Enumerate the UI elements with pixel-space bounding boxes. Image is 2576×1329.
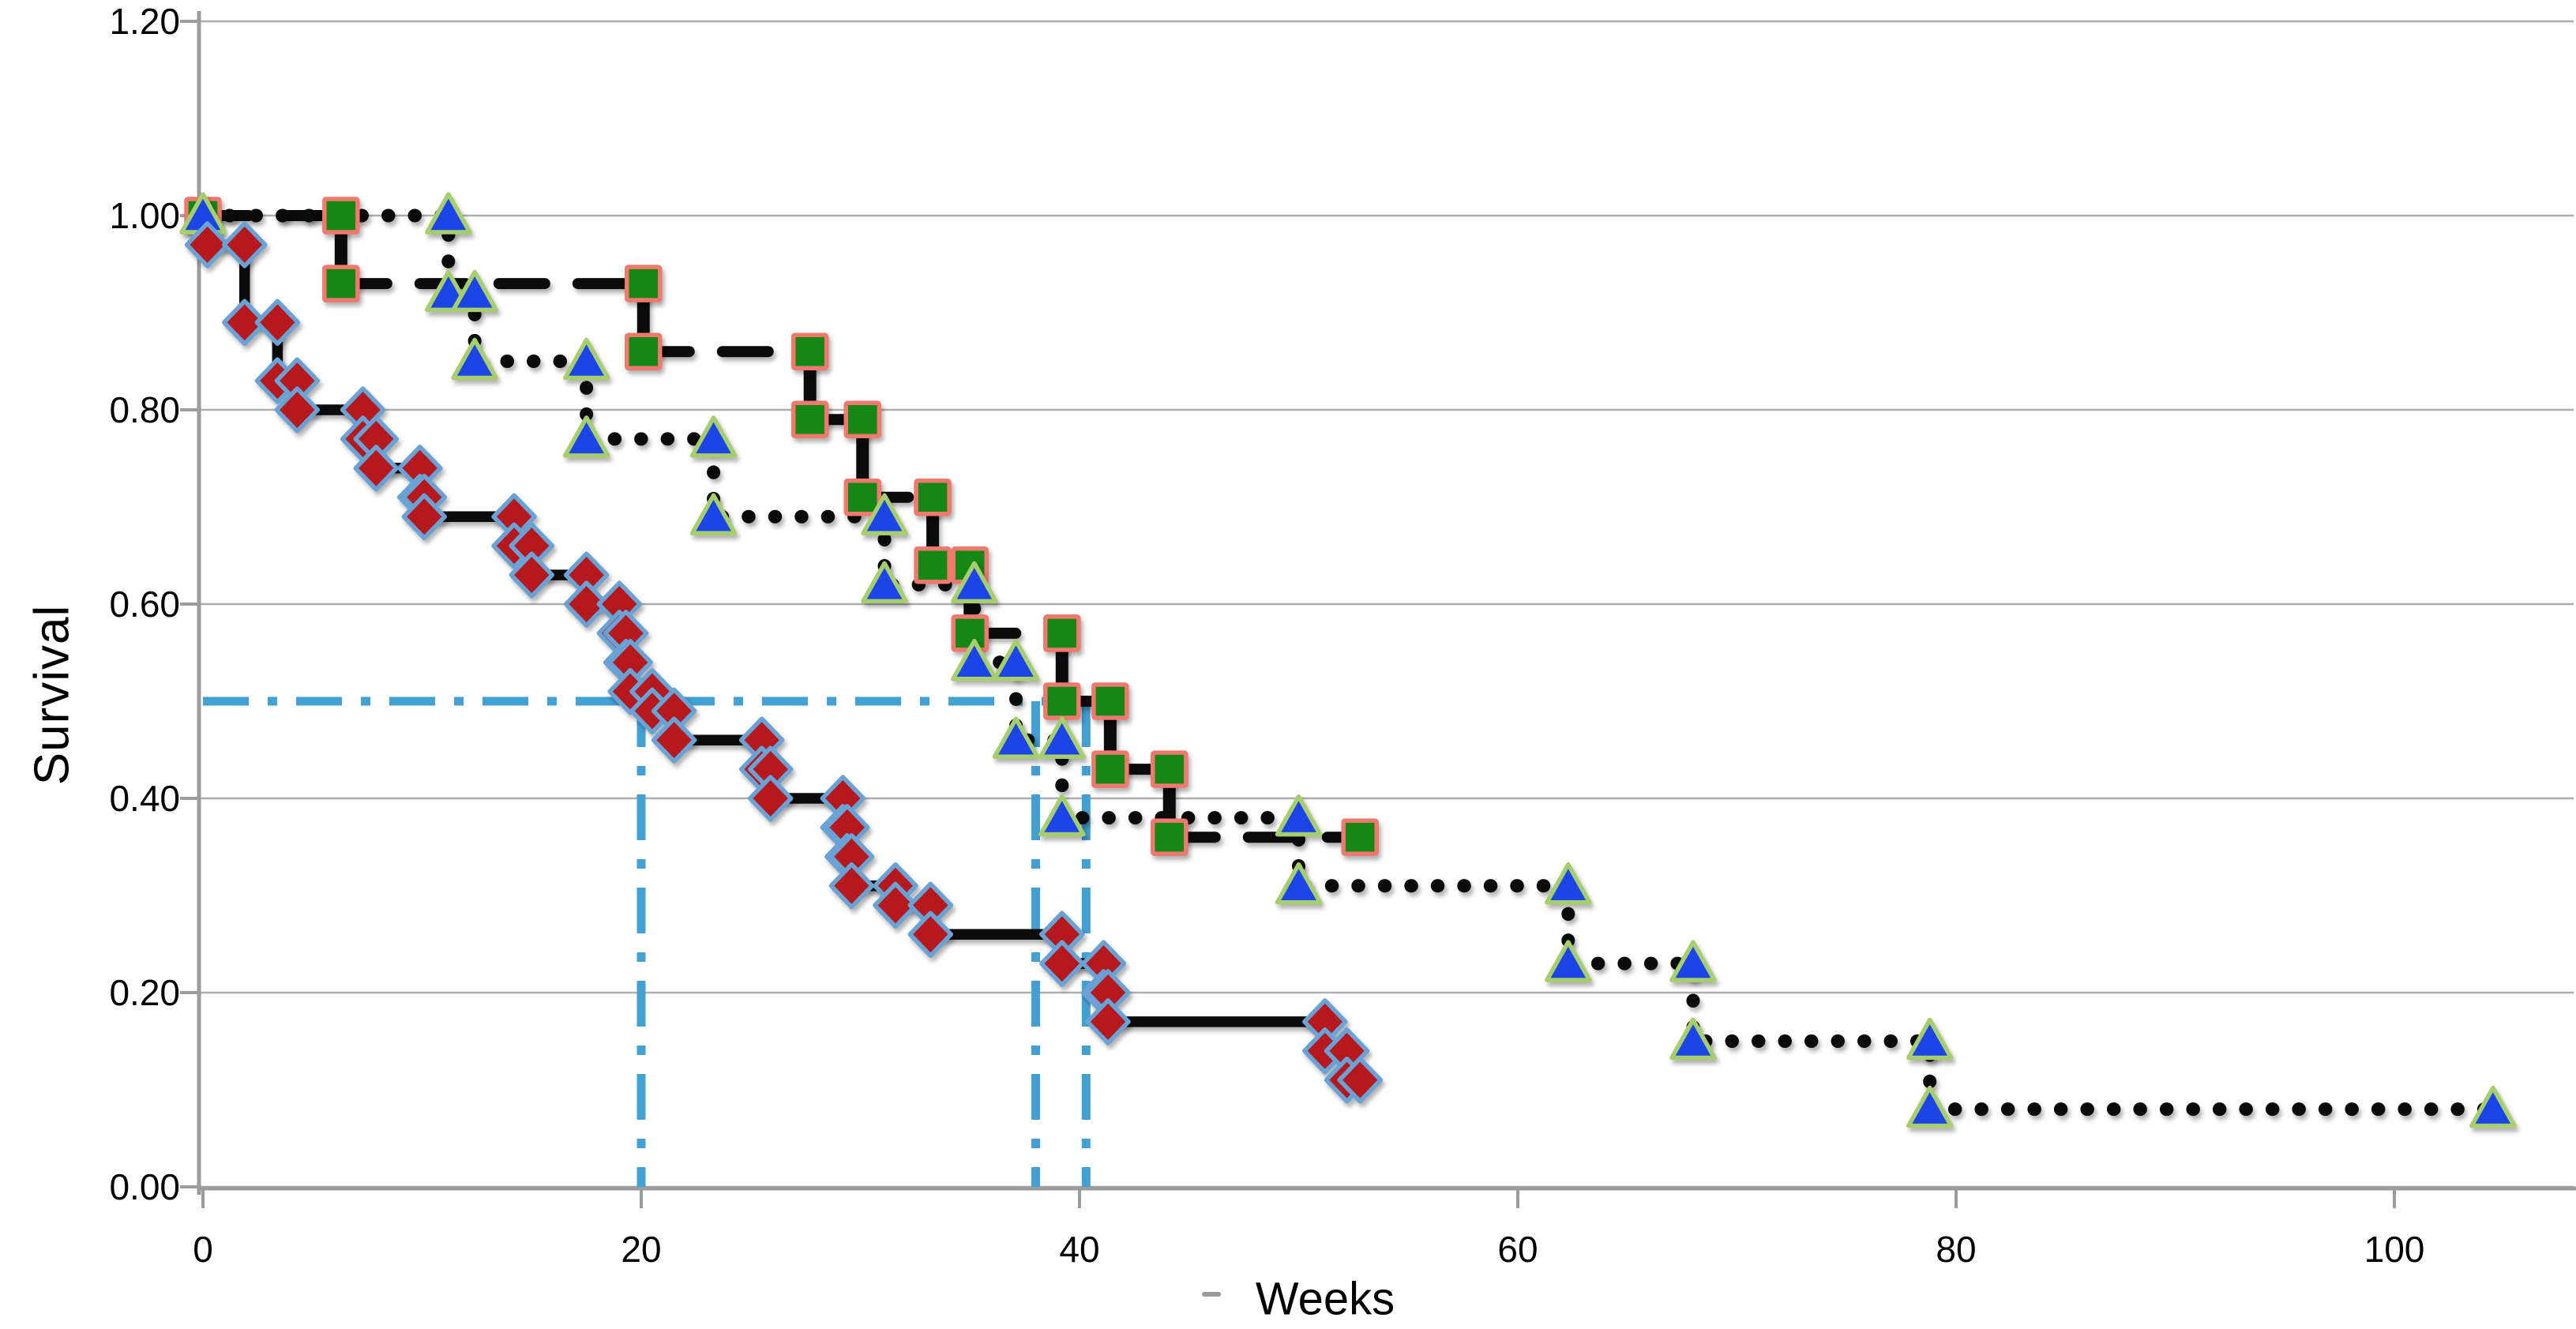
x-axis-title: Weeks [1255, 1273, 1395, 1325]
group-blue-triangles-dotted-line-line [196, 208, 2500, 1117]
svg-text:0.20: 0.20 [109, 972, 180, 1013]
median-reference-lines [203, 696, 1110, 1187]
svg-text:1.20: 1.20 [109, 1, 180, 42]
group-green-squares-dashed-line-markers [184, 197, 1379, 856]
svg-text:0.80: 0.80 [109, 389, 180, 430]
svg-text:1.00: 1.00 [109, 195, 180, 236]
svg-text:40: 40 [1059, 1229, 1099, 1270]
svg-text:80: 80 [1936, 1229, 1976, 1270]
y-axis-title: Survival [24, 604, 80, 786]
axes [180, 11, 2576, 1208]
group-red-diamonds-solid-line-line [201, 239, 1365, 1086]
svg-text:0.40: 0.40 [109, 778, 180, 819]
svg-text:60: 60 [1497, 1229, 1538, 1270]
svg-text:0.60: 0.60 [109, 584, 180, 625]
group-blue-triangles-dotted-line-markers [179, 192, 2517, 1128]
svg-text:20: 20 [621, 1229, 661, 1270]
svg-text:0: 0 [193, 1229, 213, 1270]
stray-dash-artifact [1202, 1292, 1221, 1297]
group-red-diamonds-solid-line-markers [184, 221, 1383, 1104]
y-tick-labels: 0.00 0.20 0.40 0.60 0.80 1.00 1.20 [109, 1, 180, 1207]
x-tick-labels: 0 20 40 60 80 100 [193, 1229, 2424, 1270]
svg-text:100: 100 [2364, 1229, 2425, 1270]
svg-text:0.00: 0.00 [109, 1166, 180, 1207]
gridlines [199, 20, 2574, 1188]
